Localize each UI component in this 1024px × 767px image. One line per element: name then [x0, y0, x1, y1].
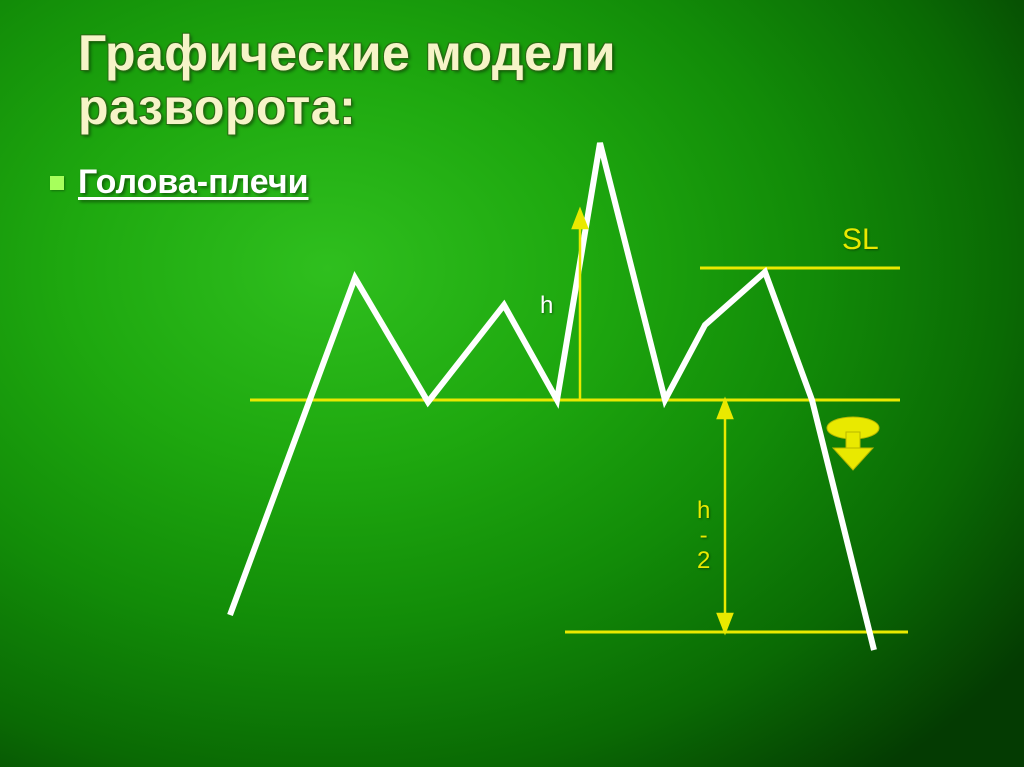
h2-label: h - 2 [697, 498, 710, 574]
h2-marker [718, 400, 732, 632]
h-label: h [540, 292, 553, 320]
sl-label: SL [842, 223, 879, 257]
price-path [230, 143, 874, 650]
h2-label-h: h [697, 497, 710, 524]
breakout-down-arrow-icon [827, 417, 879, 470]
h2-label-2: 2 [697, 547, 710, 574]
h2-label-dash: - [700, 522, 708, 549]
slide: Графические модели разворота: Голова-пле… [0, 0, 1024, 767]
head-shoulders-diagram [0, 0, 1024, 767]
